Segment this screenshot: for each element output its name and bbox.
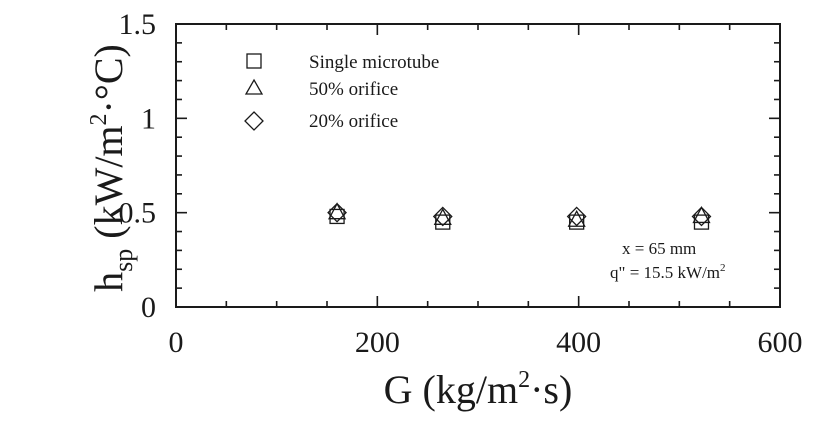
y-axis-title: hsp (kW/m2·°C)	[86, 44, 138, 292]
x-axis-title: G (kg/m2·s)	[384, 367, 573, 412]
triangle-data-point	[327, 202, 347, 220]
x-tick-label: 400	[556, 326, 601, 359]
diamond-data-point	[432, 206, 453, 227]
legend-marker-triangle	[244, 78, 264, 95]
diamond-data-point	[566, 206, 587, 227]
diamond-data-point	[327, 202, 347, 223]
legend-marker-diamond	[244, 111, 264, 131]
y-tick-label: 1	[141, 102, 156, 135]
legend-label-single-microtube: Single microtube	[309, 52, 439, 73]
y-tick-label: 1.5	[119, 8, 157, 41]
x-tick-label: 600	[758, 326, 803, 359]
annotation-x: x = 65 mm	[622, 239, 696, 258]
x-tick-label: 200	[355, 326, 400, 359]
legend-marker-square	[246, 53, 262, 69]
triangle-data-point	[433, 207, 452, 225]
data-marks	[327, 202, 712, 230]
diamond-data-point	[691, 206, 712, 227]
legend: Single microtube 50% orifice 20% orifice	[244, 52, 439, 132]
axis-ticks	[175, 23, 781, 308]
triangle-data-point	[692, 206, 711, 224]
y-tick-label: 0	[141, 291, 156, 324]
legend-label-50-orifice: 50% orifice	[309, 79, 398, 100]
annotation-q: q" = 15.5 kW/m2	[610, 262, 726, 282]
square-data-point	[569, 214, 585, 230]
tick-labels: 0 200 400 600 0 0.5 1 1.5	[119, 8, 803, 359]
legend-label-20-orifice: 20% orifice	[309, 111, 398, 132]
x-tick-label: 0	[169, 326, 184, 359]
y-tick-label: 0.5	[119, 197, 157, 230]
